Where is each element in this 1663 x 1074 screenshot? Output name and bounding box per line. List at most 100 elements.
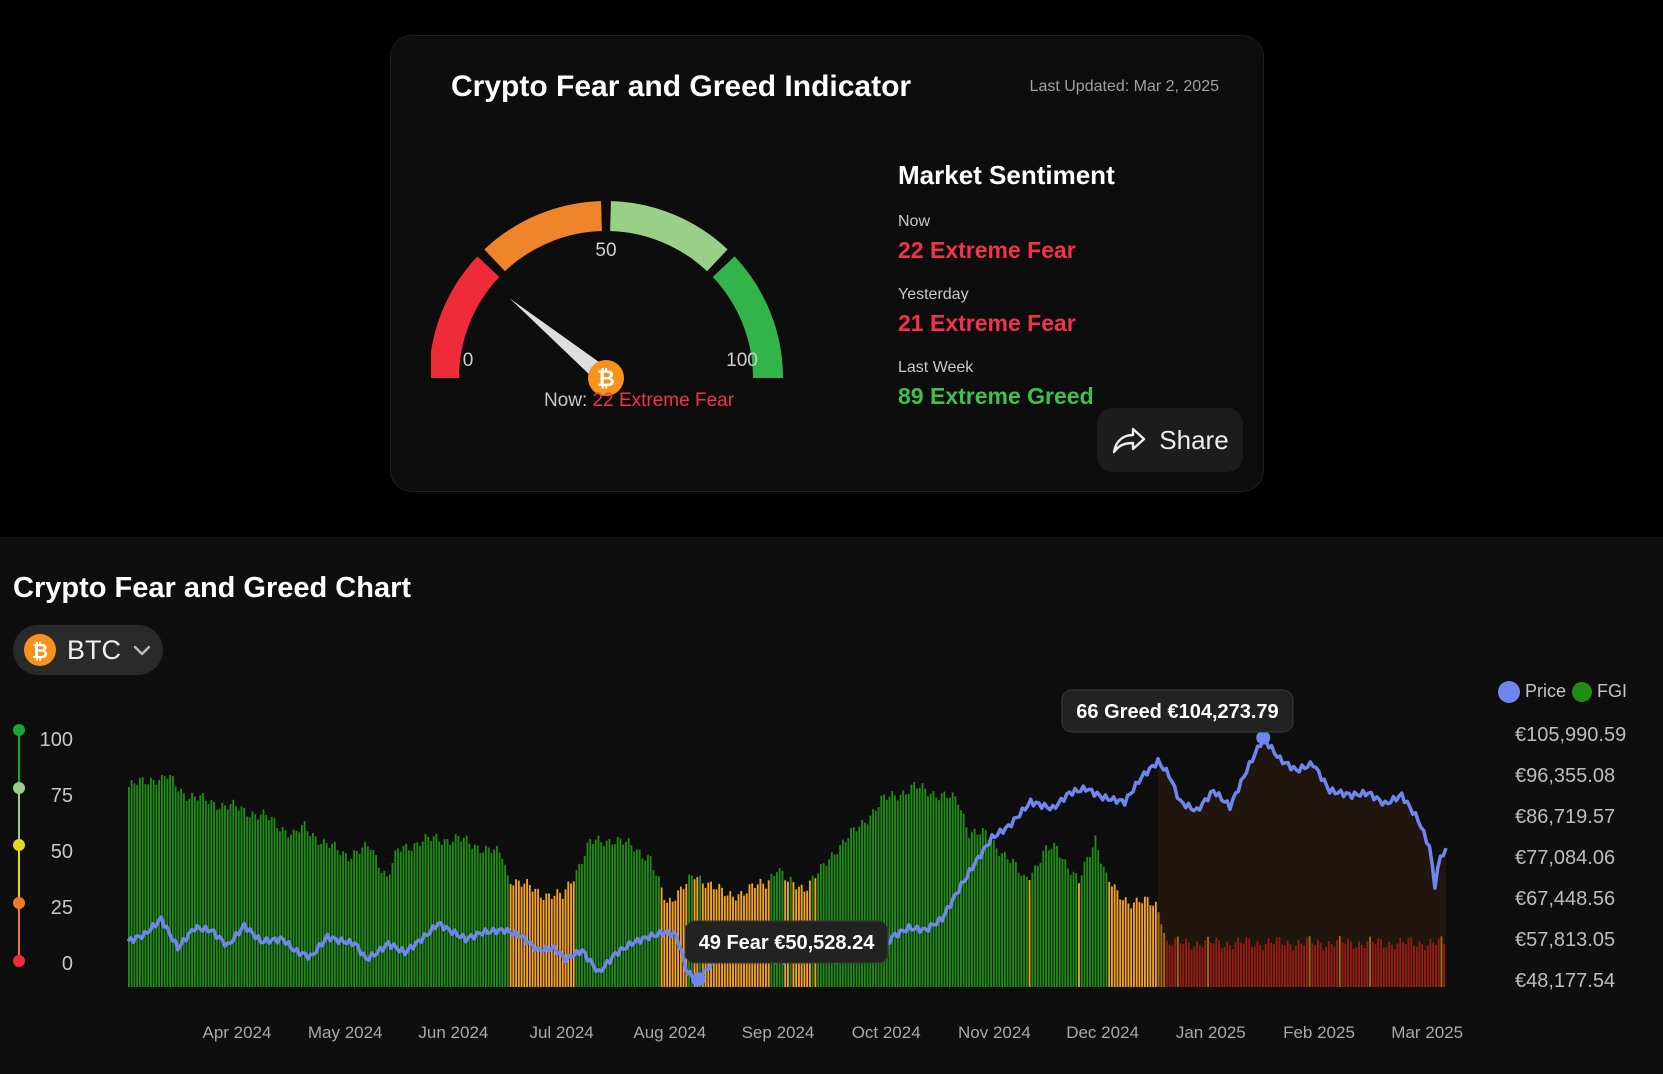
- gauge-tick-50: 50: [595, 240, 616, 261]
- fgi-bar: [257, 819, 259, 987]
- fgi-bar: [265, 814, 268, 987]
- fgi-bar: [344, 853, 347, 987]
- sentiment-now-label: Now: [898, 213, 931, 230]
- fgi-bar: [1020, 875, 1023, 987]
- fgi-bar: [1094, 835, 1097, 987]
- fgi-bar: [1393, 949, 1396, 987]
- sentiment-last-week-value: 89 Extreme Greed: [898, 383, 1094, 409]
- fgi-bar: [1308, 936, 1311, 987]
- coin-selector-label: BTC: [67, 634, 121, 665]
- fgi-bar: [570, 883, 572, 987]
- fgi-bar: [413, 843, 416, 987]
- fgi-bar: [174, 786, 177, 987]
- fgi-bar: [476, 845, 479, 987]
- fgi-bar: [471, 848, 474, 987]
- fgi-bar: [191, 792, 193, 987]
- fgi-bar: [1201, 947, 1204, 987]
- fgi-bar: [152, 779, 155, 987]
- fgi-bar: [251, 811, 254, 987]
- fgi-bar: [303, 821, 306, 987]
- tooltip-text: 66 Greed €104,273.79: [1076, 701, 1278, 723]
- tooltip-box: [1061, 689, 1294, 733]
- fgi-bar: [1086, 856, 1089, 987]
- fgi-bar: [1014, 862, 1017, 987]
- x-tick-label: Feb 2025: [1283, 1023, 1355, 1042]
- fgi-bar: [1149, 905, 1152, 987]
- fgi-bar: [213, 801, 215, 987]
- fgi-bar: [528, 884, 531, 987]
- price-tick-label: €67,448.56: [1515, 888, 1615, 910]
- fgi-bar: [896, 800, 899, 987]
- fgi-bar: [281, 827, 284, 987]
- fgi-bar: [534, 888, 537, 987]
- fgi-bar: [1083, 861, 1086, 987]
- fgi-bar: [1424, 949, 1426, 987]
- fgi-bar: [1009, 862, 1012, 987]
- fgi-bar: [1314, 944, 1317, 987]
- fgi-bar: [962, 813, 965, 987]
- coin-selector-dropdown[interactable]: ₿ BTC: [13, 625, 163, 675]
- fgi-bar: [539, 897, 542, 987]
- fgi-bar: [1407, 938, 1410, 987]
- fgi-bar: [1382, 947, 1385, 987]
- fgi-bar: [325, 843, 328, 987]
- fgi-bar: [1028, 880, 1031, 987]
- fgi-bar: [663, 899, 666, 987]
- fgi-bar: [1116, 890, 1119, 987]
- fgi-bar: [144, 784, 147, 987]
- sentiment-yesterday-label: Yesterday: [898, 286, 969, 303]
- sentiment-gauge: 0 50 100 ₿: [431, 201, 783, 396]
- fgi-bar: [1193, 946, 1196, 987]
- fgi-bar: [973, 828, 976, 987]
- indicator-title: Crypto Fear and Greed Indicator: [451, 70, 912, 103]
- fgi-bar: [622, 844, 625, 987]
- fgi-bar: [976, 834, 979, 987]
- fgi-bar: [965, 827, 968, 987]
- fgi-bar: [130, 780, 133, 987]
- fgi-bar: [166, 778, 169, 987]
- fgi-bar: [1174, 938, 1177, 987]
- fgi-bar: [932, 791, 935, 987]
- fgi-bar: [1157, 912, 1160, 987]
- fgi-bar: [1284, 945, 1286, 987]
- fgi-bar: [1363, 948, 1366, 987]
- fgi-bar: [1196, 941, 1198, 987]
- fgi-bar: [1432, 942, 1435, 987]
- fgi-bar: [660, 887, 663, 987]
- fgi-bar: [424, 834, 427, 987]
- fgi-bar: [243, 807, 246, 987]
- fgi-bar: [869, 815, 872, 987]
- fgi-bar: [839, 844, 842, 987]
- fgi-bar: [1303, 945, 1306, 987]
- fgi-bar: [1292, 950, 1295, 987]
- fgi-bar: [1294, 945, 1297, 987]
- fgi-bar: [457, 836, 460, 987]
- fgi-bar: [160, 775, 163, 987]
- fgi-bar: [361, 847, 364, 987]
- fgi-bar: [1267, 938, 1270, 987]
- fgi-bar: [1034, 865, 1036, 987]
- gauge-tick-labels: 0 50 100: [463, 240, 758, 371]
- gauge-segment-extreme-fear: [431, 256, 500, 379]
- fgi-bar: [1135, 897, 1138, 987]
- fgi-bar: [1278, 937, 1281, 987]
- fgi-bar: [1270, 942, 1273, 987]
- fgi-bar: [649, 856, 652, 987]
- fgi-bar: [388, 874, 391, 987]
- fgi-bar: [633, 851, 636, 987]
- fgi-bar: [138, 778, 141, 987]
- fgi-bar: [276, 828, 279, 987]
- fgi-bar: [465, 835, 468, 987]
- price-tick-label: €96,355.08: [1515, 765, 1615, 787]
- x-tick-label: Aug 2024: [633, 1023, 706, 1042]
- fgi-bar: [438, 841, 441, 987]
- gauge-now-prefix: Now:: [543, 390, 593, 411]
- fgi-bar: [358, 853, 361, 987]
- fear-greed-price-chart[interactable]: 100 75 50 25 0 €105,990.59 €96,355.08 €86,719.…: [0, 537, 1663, 1074]
- share-button[interactable]: Share: [1097, 408, 1243, 472]
- fgi-bar: [1220, 948, 1223, 987]
- fgi-bar: [1001, 853, 1004, 987]
- fgi-bar: [427, 836, 430, 987]
- fgi-bar: [221, 802, 224, 987]
- fgi-bar: [1253, 946, 1256, 987]
